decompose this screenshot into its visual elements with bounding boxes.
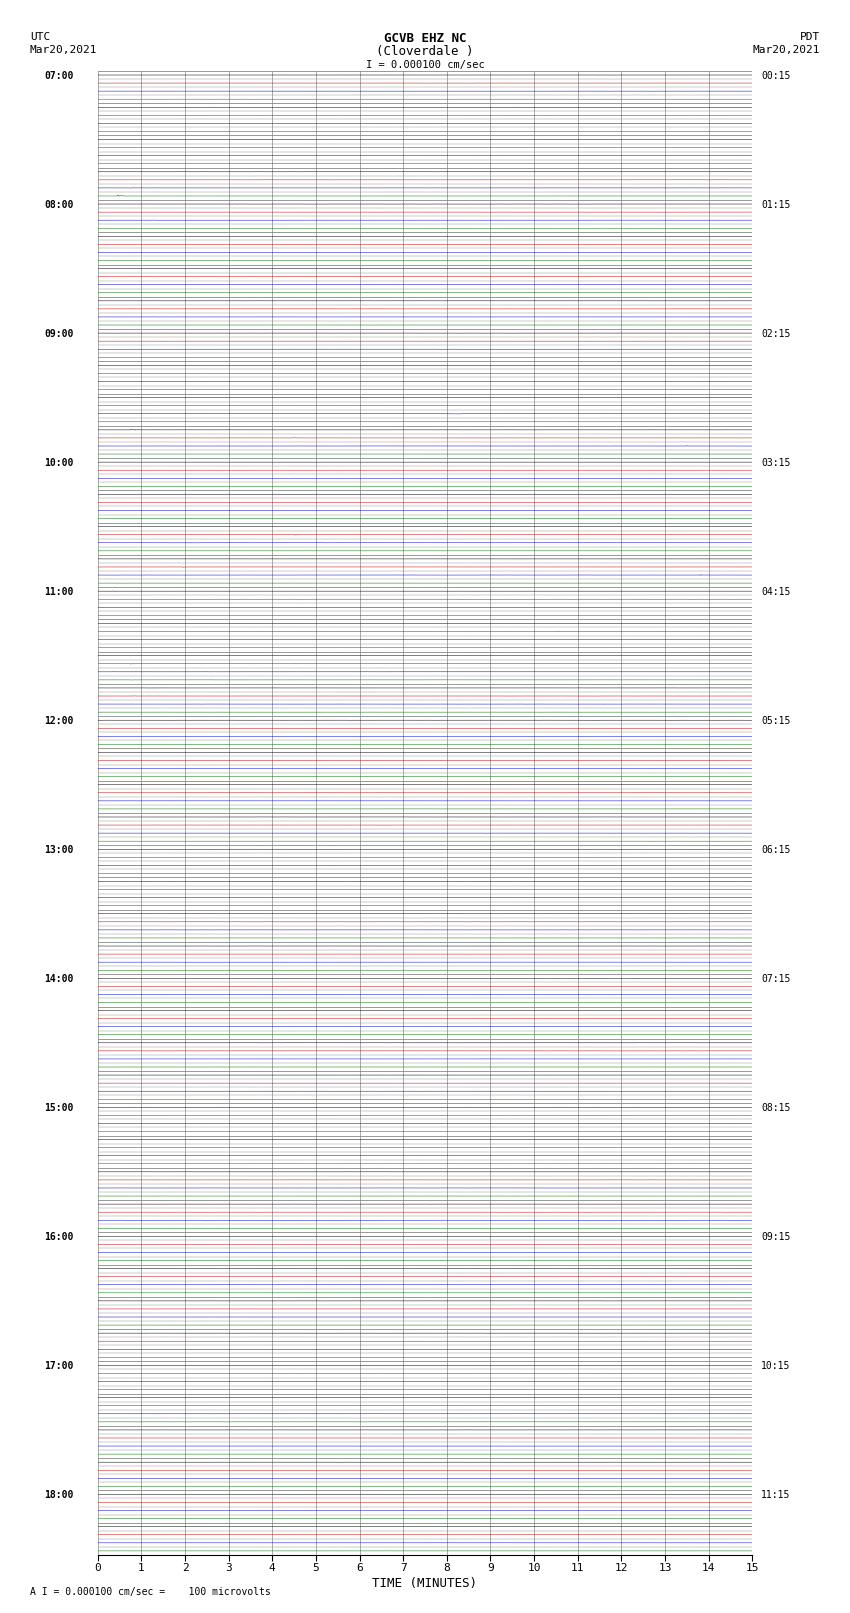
Text: UTC: UTC <box>30 32 50 42</box>
Text: 16:00: 16:00 <box>44 1232 74 1242</box>
Text: PDT: PDT <box>800 32 820 42</box>
Text: 01:15: 01:15 <box>761 200 790 210</box>
Text: 18:00: 18:00 <box>44 1490 74 1500</box>
Text: A I = 0.000100 cm/sec =    100 microvolts: A I = 0.000100 cm/sec = 100 microvolts <box>30 1587 270 1597</box>
Text: 03:15: 03:15 <box>761 458 790 468</box>
Text: 00:15: 00:15 <box>761 71 790 81</box>
Text: 06:15: 06:15 <box>761 845 790 855</box>
Text: I = 0.000100 cm/sec: I = 0.000100 cm/sec <box>366 60 484 69</box>
Text: (Cloverdale ): (Cloverdale ) <box>377 45 473 58</box>
X-axis label: TIME (MINUTES): TIME (MINUTES) <box>372 1578 478 1590</box>
Text: 11:15: 11:15 <box>761 1490 790 1500</box>
Text: 15:00: 15:00 <box>44 1103 74 1113</box>
Text: 12:00: 12:00 <box>44 716 74 726</box>
Text: 11:00: 11:00 <box>44 587 74 597</box>
Text: 10:00: 10:00 <box>44 458 74 468</box>
Text: Mar20,2021: Mar20,2021 <box>753 45 820 55</box>
Text: 08:00: 08:00 <box>44 200 74 210</box>
Text: 07:00: 07:00 <box>44 71 74 81</box>
Text: 08:15: 08:15 <box>761 1103 790 1113</box>
Text: 09:00: 09:00 <box>44 329 74 339</box>
Text: 05:15: 05:15 <box>761 716 790 726</box>
Text: 02:15: 02:15 <box>761 329 790 339</box>
Text: 04:15: 04:15 <box>761 587 790 597</box>
Text: 09:15: 09:15 <box>761 1232 790 1242</box>
Text: Mar20,2021: Mar20,2021 <box>30 45 97 55</box>
Text: 10:15: 10:15 <box>761 1361 790 1371</box>
Text: GCVB EHZ NC: GCVB EHZ NC <box>383 32 467 45</box>
Text: 07:15: 07:15 <box>761 974 790 984</box>
Text: 17:00: 17:00 <box>44 1361 74 1371</box>
Text: 13:00: 13:00 <box>44 845 74 855</box>
Text: 14:00: 14:00 <box>44 974 74 984</box>
